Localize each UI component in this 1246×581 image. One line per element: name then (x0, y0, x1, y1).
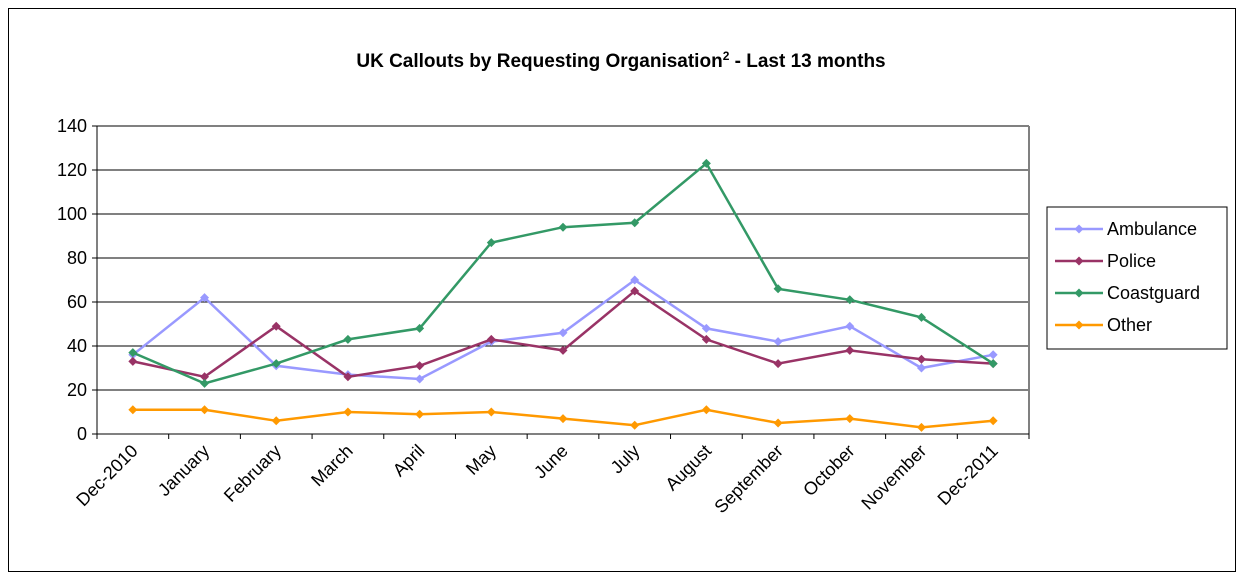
data-point (558, 414, 568, 424)
data-point (558, 222, 568, 232)
data-point (701, 158, 711, 168)
legend-marker (1074, 224, 1084, 234)
x-tick-label: May (462, 441, 500, 479)
legend-label: Ambulance (1107, 219, 1197, 239)
data-point (558, 345, 568, 355)
x-tick-label: Dec-2011 (934, 441, 1002, 509)
data-point (415, 323, 425, 333)
data-point (701, 334, 711, 344)
data-point (271, 359, 281, 369)
series-other (128, 405, 998, 432)
line-chart: UK Callouts by Requesting Organisation2 … (57, 49, 1228, 517)
y-tick-label: 0 (77, 424, 87, 444)
data-point (988, 350, 998, 360)
data-point (630, 286, 640, 296)
chart-frame: UK Callouts by Requesting Organisation2 … (8, 8, 1236, 572)
plot-area (97, 126, 1029, 434)
data-point (200, 372, 210, 382)
x-tick-label: June (530, 441, 572, 483)
y-tick-label: 40 (67, 336, 87, 356)
x-axis-tick-labels: Dec-2010 January February March April May June… (72, 441, 1002, 517)
data-point (845, 295, 855, 305)
data-point (128, 348, 138, 358)
data-point (916, 363, 926, 373)
y-tick-label: 80 (67, 248, 87, 268)
x-tick-label: February (220, 441, 285, 506)
data-point (415, 361, 425, 371)
legend-marker (1074, 288, 1084, 298)
y-tick-label: 120 (57, 160, 87, 180)
data-point (916, 422, 926, 432)
data-point (630, 420, 640, 430)
legend-marker (1074, 320, 1084, 330)
x-tick-label: November (857, 441, 930, 514)
legend-label: Police (1107, 251, 1156, 271)
data-point (200, 405, 210, 415)
data-point (701, 405, 711, 415)
data-point (343, 334, 353, 344)
y-tick-label: 60 (67, 292, 87, 312)
data-point (845, 321, 855, 331)
data-point (200, 378, 210, 388)
data-point (916, 354, 926, 364)
legend-label: Other (1107, 315, 1152, 335)
data-point (773, 418, 783, 428)
data-point (988, 359, 998, 369)
y-tick-label: 140 (57, 116, 87, 136)
data-point (630, 275, 640, 285)
plot-background (97, 126, 1029, 434)
data-point (415, 374, 425, 384)
legend: Ambulance Police Coastguard Other (1046, 206, 1228, 350)
x-tick-label: January (154, 441, 213, 500)
data-point (773, 359, 783, 369)
legend-marker (1074, 256, 1084, 266)
data-point (630, 218, 640, 228)
data-point (845, 345, 855, 355)
data-point (773, 337, 783, 347)
data-point (343, 407, 353, 417)
legend-item: Coastguard (1055, 283, 1200, 303)
x-tick-label: July (607, 441, 644, 478)
title-superscript: 2 (723, 49, 730, 63)
y-axis-tick-labels: 0 20 40 60 80 100 120 140 (57, 116, 87, 444)
x-tick-label: September (710, 441, 786, 517)
y-tick-label: 20 (67, 380, 87, 400)
data-point (701, 323, 711, 333)
data-point (128, 405, 138, 415)
data-point (486, 238, 496, 248)
x-tick-label: Dec-2010 (72, 441, 141, 510)
data-point (343, 372, 353, 382)
axes (92, 125, 1030, 439)
x-tick-label: October (799, 441, 858, 500)
data-point (558, 328, 568, 338)
series-coastguard (128, 158, 998, 388)
y-tick-label: 100 (57, 204, 87, 224)
x-tick-label: August (661, 441, 715, 495)
data-point (486, 334, 496, 344)
legend-item: Police (1055, 251, 1156, 271)
legend-label: Coastguard (1107, 283, 1200, 303)
data-point (271, 416, 281, 426)
data-point (271, 321, 281, 331)
gridlines (97, 125, 1029, 391)
x-tick-label: March (307, 441, 357, 491)
legend-item: Other (1055, 315, 1152, 335)
data-point (845, 414, 855, 424)
series-layer (128, 158, 998, 432)
data-point (916, 312, 926, 322)
data-point (415, 409, 425, 419)
data-point (200, 293, 210, 303)
data-point (773, 284, 783, 294)
legend-item: Ambulance (1055, 219, 1197, 239)
data-point (128, 356, 138, 366)
data-point (486, 407, 496, 417)
data-point (988, 416, 998, 426)
chart-title: UK Callouts by Requesting Organisation2 … (356, 49, 885, 72)
x-tick-label: April (389, 441, 429, 481)
